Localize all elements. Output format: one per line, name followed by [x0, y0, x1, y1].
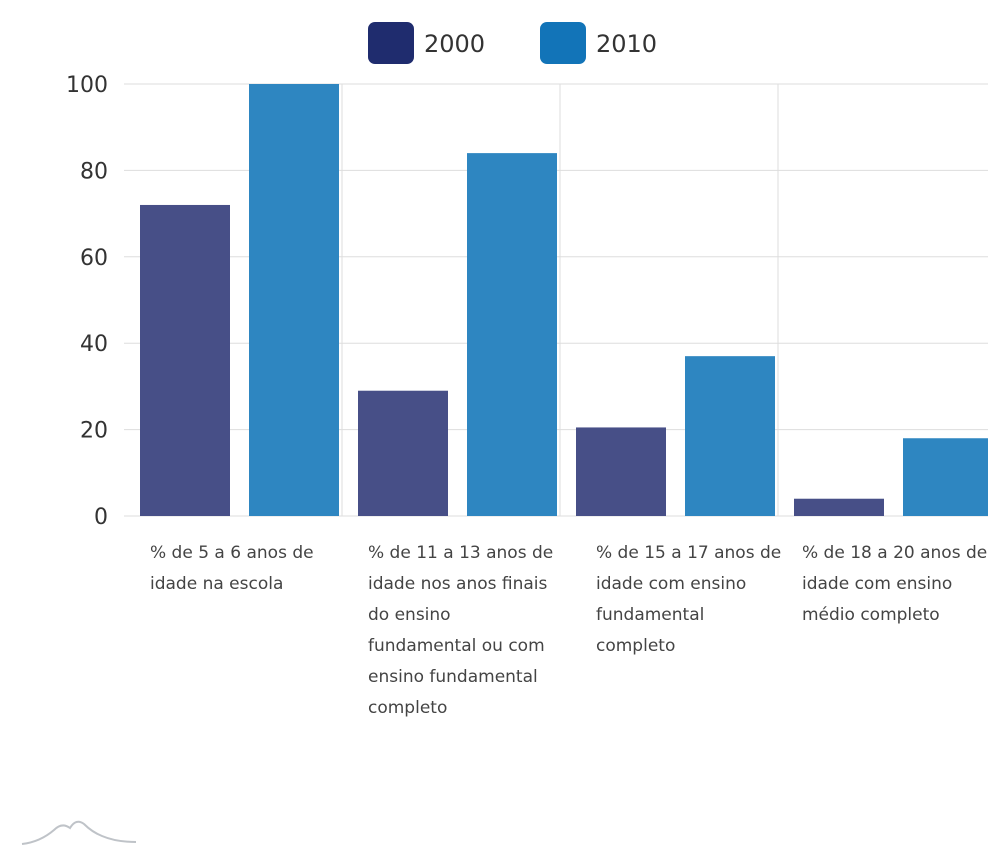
y-tick-label-60: 60: [80, 246, 108, 271]
legend-swatch-2010: [540, 22, 586, 64]
bar-2000-1[interactable]: [140, 204, 230, 516]
bars: [140, 84, 988, 516]
y-tick-label-80: 80: [80, 159, 108, 184]
mountain-logo-icon: [21, 820, 137, 845]
legend-label-2010: 2010: [596, 30, 657, 58]
x-category-label-3: % de 15 a 17 anos de idade com ensino fu…: [596, 543, 782, 656]
bar-2000-4[interactable]: [794, 498, 884, 516]
x-category-label-1: % de 5 a 6 anos de idade na escola: [150, 543, 314, 594]
legend-label-2000: 2000: [424, 30, 485, 58]
legend[interactable]: 2000 2010: [368, 22, 657, 64]
bar-2000-3[interactable]: [576, 427, 666, 516]
bar-2010-3[interactable]: [685, 356, 775, 516]
bar-2000-2[interactable]: [358, 390, 448, 516]
y-axis: 0 20 40 60 80 100: [66, 73, 108, 530]
legend-item-2010[interactable]: 2010: [540, 22, 657, 64]
legend-swatch-2000: [368, 22, 414, 64]
bar-2010-1[interactable]: [249, 84, 339, 516]
y-tick-label-100: 100: [66, 73, 108, 98]
y-tick-label-0: 0: [94, 505, 108, 530]
bar-2010-2[interactable]: [467, 153, 557, 516]
y-tick-label-20: 20: [80, 419, 108, 444]
bar-2010-4[interactable]: [903, 438, 988, 516]
x-category-label-4: % de 18 a 20 anos de idade com ensino mé…: [802, 543, 988, 625]
x-category-label-2: % de 11 a 13 anos de idade nos anos fina…: [368, 543, 554, 718]
legend-item-2000[interactable]: 2000: [368, 22, 485, 64]
y-tick-label-40: 40: [80, 332, 108, 357]
